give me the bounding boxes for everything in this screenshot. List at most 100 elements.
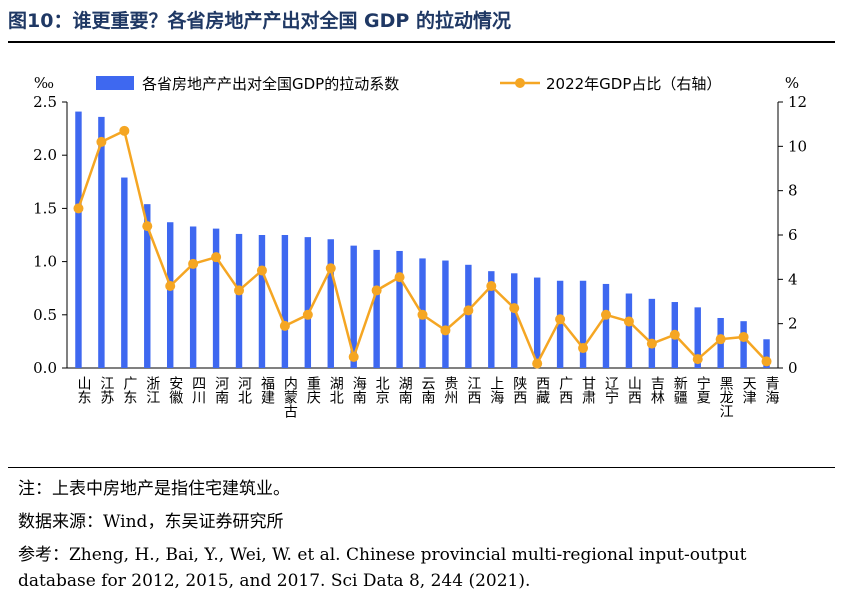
bar <box>304 237 312 368</box>
legend-line-label: 2022年GDP占比（右轴） <box>546 75 721 93</box>
line-point <box>371 285 382 296</box>
bar <box>740 321 747 368</box>
line-point <box>715 334 726 345</box>
x-tick-labels: 山东 江苏 广东 浙江 安徽 四川 河南 河北 福建 内蒙古 重庆 湖北 海南 北京 湖南 云南 贵州 江西 上海陕… <box>75 375 779 418</box>
bar <box>556 280 564 368</box>
bar <box>258 235 266 368</box>
x-tick-label: 西藏 <box>534 376 550 404</box>
line-point <box>600 309 611 320</box>
legend-bar-swatch <box>96 76 134 90</box>
x-tick-label: 北京 <box>374 376 390 404</box>
x-tick-label: 甘肃 <box>580 376 596 404</box>
x-tick-label: 湖北 <box>328 376 344 405</box>
line-point <box>142 221 153 232</box>
bar <box>235 233 243 368</box>
line-point <box>211 252 222 263</box>
line-point <box>188 258 199 269</box>
line-point <box>692 354 703 365</box>
bar <box>212 228 220 368</box>
bar <box>396 250 403 368</box>
x-tick-label: 吉林 <box>649 376 665 404</box>
x-tick-label: 福建 <box>259 376 275 405</box>
x-tick-label: 山东 <box>75 376 91 404</box>
bar <box>98 116 105 369</box>
chart-axes: 0.0 0.5 1.0 1.5 2.0 2.5‰ 0 2 4 6 8 10 12% <box>33 74 807 377</box>
chart: 0.0 0.5 1.0 1.5 2.0 2.5‰ 0 2 4 6 8 10 12% 山东 江苏 广东 浙江 安徽… <box>33 74 807 418</box>
bar <box>533 277 541 368</box>
x-tick-label: 广东 <box>121 376 137 404</box>
bar <box>694 307 701 368</box>
x-tick-label: 河北 <box>236 376 252 405</box>
right-tick-label: 6 <box>788 226 798 244</box>
line-point <box>440 325 451 336</box>
x-tick-label: 贵州 <box>442 376 458 404</box>
legend-bar-label: 各省房地产产出对全国GDP的拉动系数 <box>142 75 399 93</box>
x-tick-label: 江苏 <box>98 376 114 405</box>
left-tick-label: 0.5 <box>33 306 57 324</box>
x-tick-label: 四川 <box>190 376 206 404</box>
bar <box>189 226 197 368</box>
x-tick-label: 云南 <box>420 376 436 404</box>
footnote-reference-line-1: 参考：Zheng, H., Bai, Y., Wei, W. et al. Ch… <box>18 545 747 565</box>
figure-title: 图10：谁更重要？各省房地产产出对全国 GDP 的拉动情况 <box>8 10 511 32</box>
bar <box>465 264 472 368</box>
right-tick-label: 0 <box>788 359 798 377</box>
bar <box>144 204 151 368</box>
legend: 各省房地产产出对全国GDP的拉动系数 2022年GDP占比（右轴） <box>96 75 721 93</box>
bar <box>648 298 656 368</box>
footnote-rule <box>8 467 835 468</box>
line-point <box>325 263 336 274</box>
left-tick-label: 1.5 <box>33 199 57 217</box>
line-point <box>463 305 474 316</box>
bar <box>75 111 82 369</box>
x-tick-label: 安徽 <box>167 376 183 404</box>
line-series <box>73 125 772 369</box>
left-tick-label: 2.0 <box>33 146 57 164</box>
line-point <box>555 314 566 325</box>
bar <box>166 222 174 368</box>
line-point <box>279 320 290 331</box>
bar <box>281 235 289 368</box>
left-tick-label: 1.0 <box>33 253 57 271</box>
x-tick-label: 江西 <box>465 376 481 404</box>
footnote-note: 注：上表中房地产是指住宅建筑业。 <box>18 479 290 499</box>
bar-series <box>75 111 770 369</box>
line-point <box>302 309 313 320</box>
right-tick-label: 10 <box>788 137 807 155</box>
right-tick-label: 4 <box>788 270 798 288</box>
bar <box>511 273 518 368</box>
bar <box>488 271 495 368</box>
bar <box>327 239 334 368</box>
x-tick-label: 宁夏 <box>695 375 711 404</box>
line-point <box>669 329 680 340</box>
line-point <box>761 356 772 367</box>
x-tick-label: 辽宁 <box>603 376 619 404</box>
bar <box>579 280 587 368</box>
bar <box>763 339 770 368</box>
x-tick-label: 上海 <box>488 376 504 404</box>
x-tick-label: 黑龙江 <box>718 376 734 418</box>
x-tick-label: 海南 <box>351 376 367 404</box>
bar <box>350 245 357 368</box>
x-tick-label: 天津 <box>741 376 757 404</box>
line-point <box>256 265 267 276</box>
x-tick-label: 河南 <box>213 376 229 404</box>
line-point <box>96 136 107 147</box>
bar <box>121 177 128 368</box>
line-point <box>165 280 176 291</box>
left-tick-label: 0.0 <box>33 359 57 377</box>
line-point <box>646 338 657 349</box>
line-point <box>623 316 634 327</box>
left-axis-unit: ‰ <box>34 74 54 92</box>
bar <box>442 260 449 368</box>
line-point <box>532 358 543 369</box>
x-tick-label: 重庆 <box>305 376 321 404</box>
x-tick-label: 湖南 <box>397 376 413 404</box>
x-tick-label: 广西 <box>557 376 573 404</box>
line-point <box>738 331 749 342</box>
line-point <box>417 309 428 320</box>
x-tick-label: 青海 <box>764 376 780 404</box>
right-tick-label: 8 <box>788 182 798 200</box>
x-tick-label: 新疆 <box>672 376 688 404</box>
legend-line-marker <box>515 78 525 88</box>
